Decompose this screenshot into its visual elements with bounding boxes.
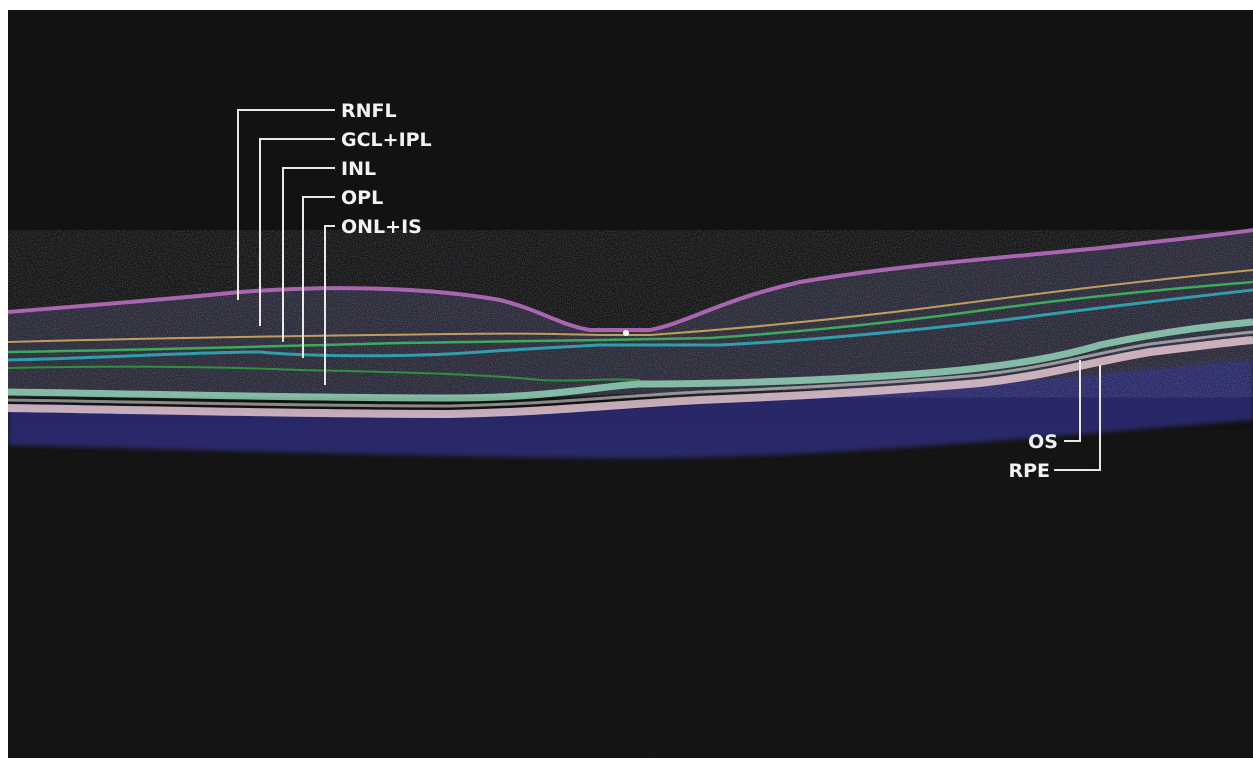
deep-tissue-noise [8,430,1253,758]
photoreceptor-line [8,330,1253,408]
label-onl-is: ONL+IS [341,216,422,238]
inl-boundary [8,280,1253,354]
bottom-leader-lines [1054,360,1101,471]
os-band [8,318,1253,402]
label-opl: OPL [341,187,383,209]
onl-boundary [8,365,641,382]
label-inl: INL [341,158,376,180]
label-gcl-ipl: GCL+IPL [341,129,432,151]
top-leader-lines [237,109,335,385]
label-os: OS [1028,431,1058,453]
rnfl-boundary [8,228,1253,332]
label-rpe: RPE [1008,460,1050,482]
opl-boundary [8,288,1253,362]
rpe-band [8,336,1253,419]
gcl-boundary [8,269,1253,343]
fovea-reflex [623,330,629,336]
label-rnfl: RNFL [341,100,397,122]
